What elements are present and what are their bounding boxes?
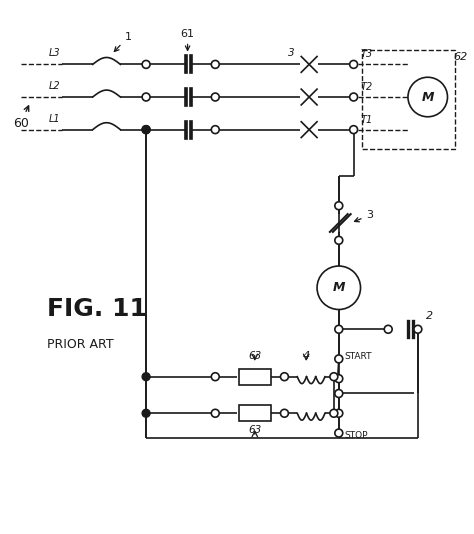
Text: START: START (345, 352, 372, 362)
Text: 4: 4 (302, 351, 310, 361)
Text: M: M (421, 91, 434, 104)
Bar (239, 405, 271, 421)
Text: 63: 63 (248, 351, 262, 361)
Circle shape (335, 355, 343, 363)
Text: STOP: STOP (345, 430, 368, 439)
Text: M: M (333, 281, 345, 294)
Circle shape (142, 373, 150, 381)
Circle shape (281, 373, 288, 381)
Text: 3: 3 (288, 49, 295, 59)
Circle shape (335, 375, 343, 383)
Circle shape (350, 93, 357, 101)
Circle shape (211, 60, 219, 68)
Bar (239, 369, 271, 384)
Circle shape (142, 410, 150, 417)
Text: 63: 63 (248, 425, 262, 435)
Text: 60: 60 (13, 106, 29, 130)
Circle shape (211, 410, 219, 417)
Text: T1: T1 (361, 115, 373, 124)
Circle shape (142, 125, 150, 134)
Circle shape (335, 429, 343, 437)
Text: L1: L1 (48, 114, 60, 124)
Text: L3: L3 (48, 49, 60, 59)
Circle shape (330, 373, 338, 381)
Circle shape (317, 266, 361, 310)
Circle shape (142, 93, 150, 101)
Circle shape (335, 237, 343, 244)
Text: T3: T3 (361, 50, 373, 59)
Text: 3: 3 (355, 210, 374, 222)
Circle shape (211, 93, 219, 101)
Circle shape (335, 410, 343, 417)
Circle shape (408, 77, 447, 117)
Circle shape (330, 410, 338, 417)
Bar (362, 50, 456, 150)
Circle shape (384, 325, 392, 333)
Text: FIG. 11: FIG. 11 (47, 297, 147, 321)
Text: T2: T2 (361, 82, 373, 92)
Text: 62: 62 (454, 52, 468, 61)
Circle shape (414, 325, 422, 333)
Text: 2: 2 (426, 311, 433, 321)
Circle shape (211, 373, 219, 381)
Circle shape (335, 202, 343, 210)
Circle shape (142, 60, 150, 68)
Circle shape (350, 60, 357, 68)
Circle shape (350, 125, 357, 134)
Circle shape (281, 410, 288, 417)
Text: L2: L2 (48, 81, 60, 91)
Circle shape (335, 325, 343, 333)
Circle shape (211, 125, 219, 134)
Text: PRIOR ART: PRIOR ART (47, 337, 114, 351)
Text: 1: 1 (114, 32, 132, 51)
Circle shape (142, 125, 150, 134)
Text: 61: 61 (181, 29, 195, 50)
Circle shape (335, 389, 343, 397)
